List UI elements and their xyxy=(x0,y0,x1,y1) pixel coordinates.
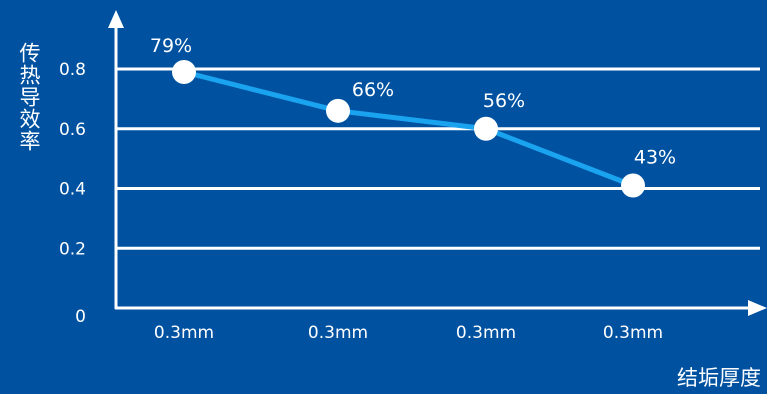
x-tick-label-2: 0.3mm xyxy=(456,323,516,343)
y-axis-arrow xyxy=(108,10,124,28)
data-point-3 xyxy=(621,173,645,198)
data-label-0: 79% xyxy=(150,35,192,57)
y-tick-label-4: 0.8 xyxy=(59,60,86,80)
y-tick-label-2: 0.4 xyxy=(59,180,86,200)
x-tick-label-1: 0.3mm xyxy=(308,323,368,343)
series-line xyxy=(183,69,634,188)
y-tick-label-1: 0.2 xyxy=(59,239,86,259)
data-point-1 xyxy=(326,98,350,123)
x-tick-label-0: 0.3mm xyxy=(154,323,214,343)
data-point-2 xyxy=(474,116,498,141)
x-axis-label: 结垢厚度 xyxy=(677,366,761,390)
x-tick-label-3: 0.3mm xyxy=(603,323,663,343)
y-axis-label: 传热导效率 xyxy=(17,42,41,152)
data-label-1: 66% xyxy=(352,79,394,101)
data-label-2: 56% xyxy=(483,90,525,112)
y-tick-label-3: 0.6 xyxy=(59,120,86,140)
x-axis-arrow xyxy=(748,300,767,316)
data-label-3: 43% xyxy=(634,147,676,169)
data-point-0 xyxy=(172,59,196,84)
y-tick-label-0: 0 xyxy=(75,307,86,327)
